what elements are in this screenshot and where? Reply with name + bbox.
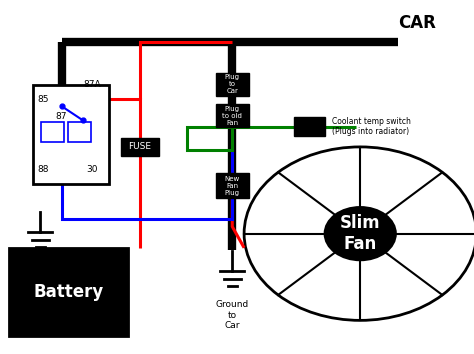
Text: 87: 87	[56, 112, 67, 121]
Text: FUSE: FUSE	[128, 142, 151, 152]
Text: Slim
Fan: Slim Fan	[340, 214, 381, 253]
Text: Plug
to old
Fan: Plug to old Fan	[222, 106, 242, 126]
Bar	[68, 122, 91, 142]
Bar	[9, 248, 128, 336]
Text: 85: 85	[37, 95, 48, 104]
Bar	[216, 173, 249, 198]
Text: Battery: Battery	[34, 283, 104, 301]
Bar	[294, 117, 325, 136]
Text: Coolant temp switch
(Plugs into radiator): Coolant temp switch (Plugs into radiator…	[332, 117, 410, 136]
Text: Ground
to
Car: Ground to Car	[216, 300, 249, 330]
Bar	[41, 122, 64, 142]
Text: 88: 88	[37, 165, 48, 175]
Bar	[121, 138, 159, 156]
Text: New
Fan
Plug: New Fan Plug	[225, 176, 240, 196]
Text: Plug
to
Car: Plug to Car	[225, 74, 240, 94]
Text: 87A: 87A	[83, 80, 101, 90]
Bar	[216, 73, 249, 96]
Bar	[33, 85, 109, 184]
Bar	[216, 104, 249, 127]
Circle shape	[325, 207, 396, 260]
Text: 30: 30	[87, 165, 98, 175]
Text: CAR: CAR	[398, 14, 436, 32]
